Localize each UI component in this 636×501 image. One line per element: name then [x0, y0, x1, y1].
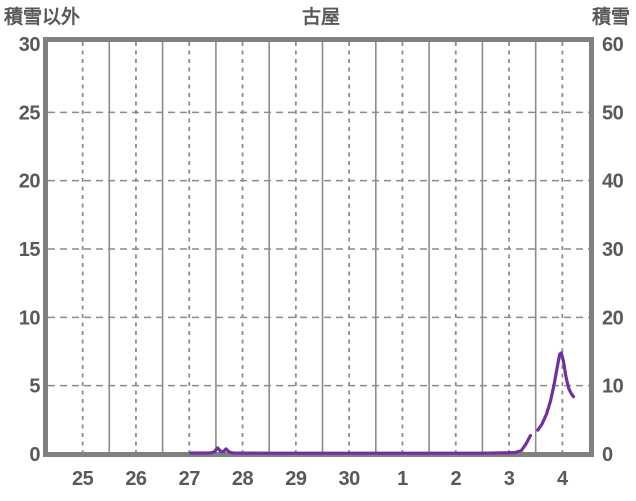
left-axis-title: 積雪以外: [4, 5, 80, 28]
right-axis-tick-label: 50: [602, 102, 624, 124]
series-line-積雪: [189, 434, 533, 455]
series-lines: [189, 351, 576, 455]
right-axis-title: 積雪: [592, 5, 630, 28]
right-axis-tick-label: 30: [602, 239, 624, 261]
right-axis-tick-label: 10: [602, 376, 624, 398]
right-axis-tick-label: 40: [602, 171, 624, 193]
x-axis-tick-label: 4: [557, 468, 569, 490]
chart-title: 古屋: [302, 5, 340, 28]
left-axis-tick-label: 20: [19, 171, 41, 193]
x-axis-tick-labels: 25 26 27 28 29 30 1 2 3 4: [72, 468, 570, 490]
x-axis-tick-label: 27: [179, 468, 201, 490]
left-axis-tick-label: 25: [19, 102, 41, 124]
left-axis-tick-label: 5: [29, 376, 40, 398]
left-axis-tick-label: 0: [29, 444, 40, 466]
x-axis-tick-label: 26: [125, 468, 147, 490]
x-axis-tick-label: 29: [285, 468, 307, 490]
x-axis-tick-label: 28: [232, 468, 254, 490]
left-axis-tick-label: 15: [19, 239, 41, 261]
x-axis-tick-label: 2: [450, 468, 461, 490]
right-axis-tick-label: 60: [602, 34, 624, 56]
x-axis-tick-label: 30: [339, 468, 361, 490]
right-axis-tick-label: 0: [602, 444, 613, 466]
right-axis-tick-label: 20: [602, 307, 624, 329]
x-axis-tick-label: 1: [397, 468, 408, 490]
right-axis-tick-labels: 0 10 20 30 40 50 60: [602, 34, 624, 466]
x-axis-tick-label: 3: [504, 468, 515, 490]
left-axis-tick-label: 10: [19, 307, 41, 329]
x-axis-tick-label: 25: [72, 468, 94, 490]
series-line-積雪: [536, 351, 576, 432]
left-axis-tick-label: 30: [19, 34, 41, 56]
gridlines: [48, 42, 589, 452]
left-axis-tick-labels: 0 5 10 15 20 25 30: [19, 34, 41, 466]
